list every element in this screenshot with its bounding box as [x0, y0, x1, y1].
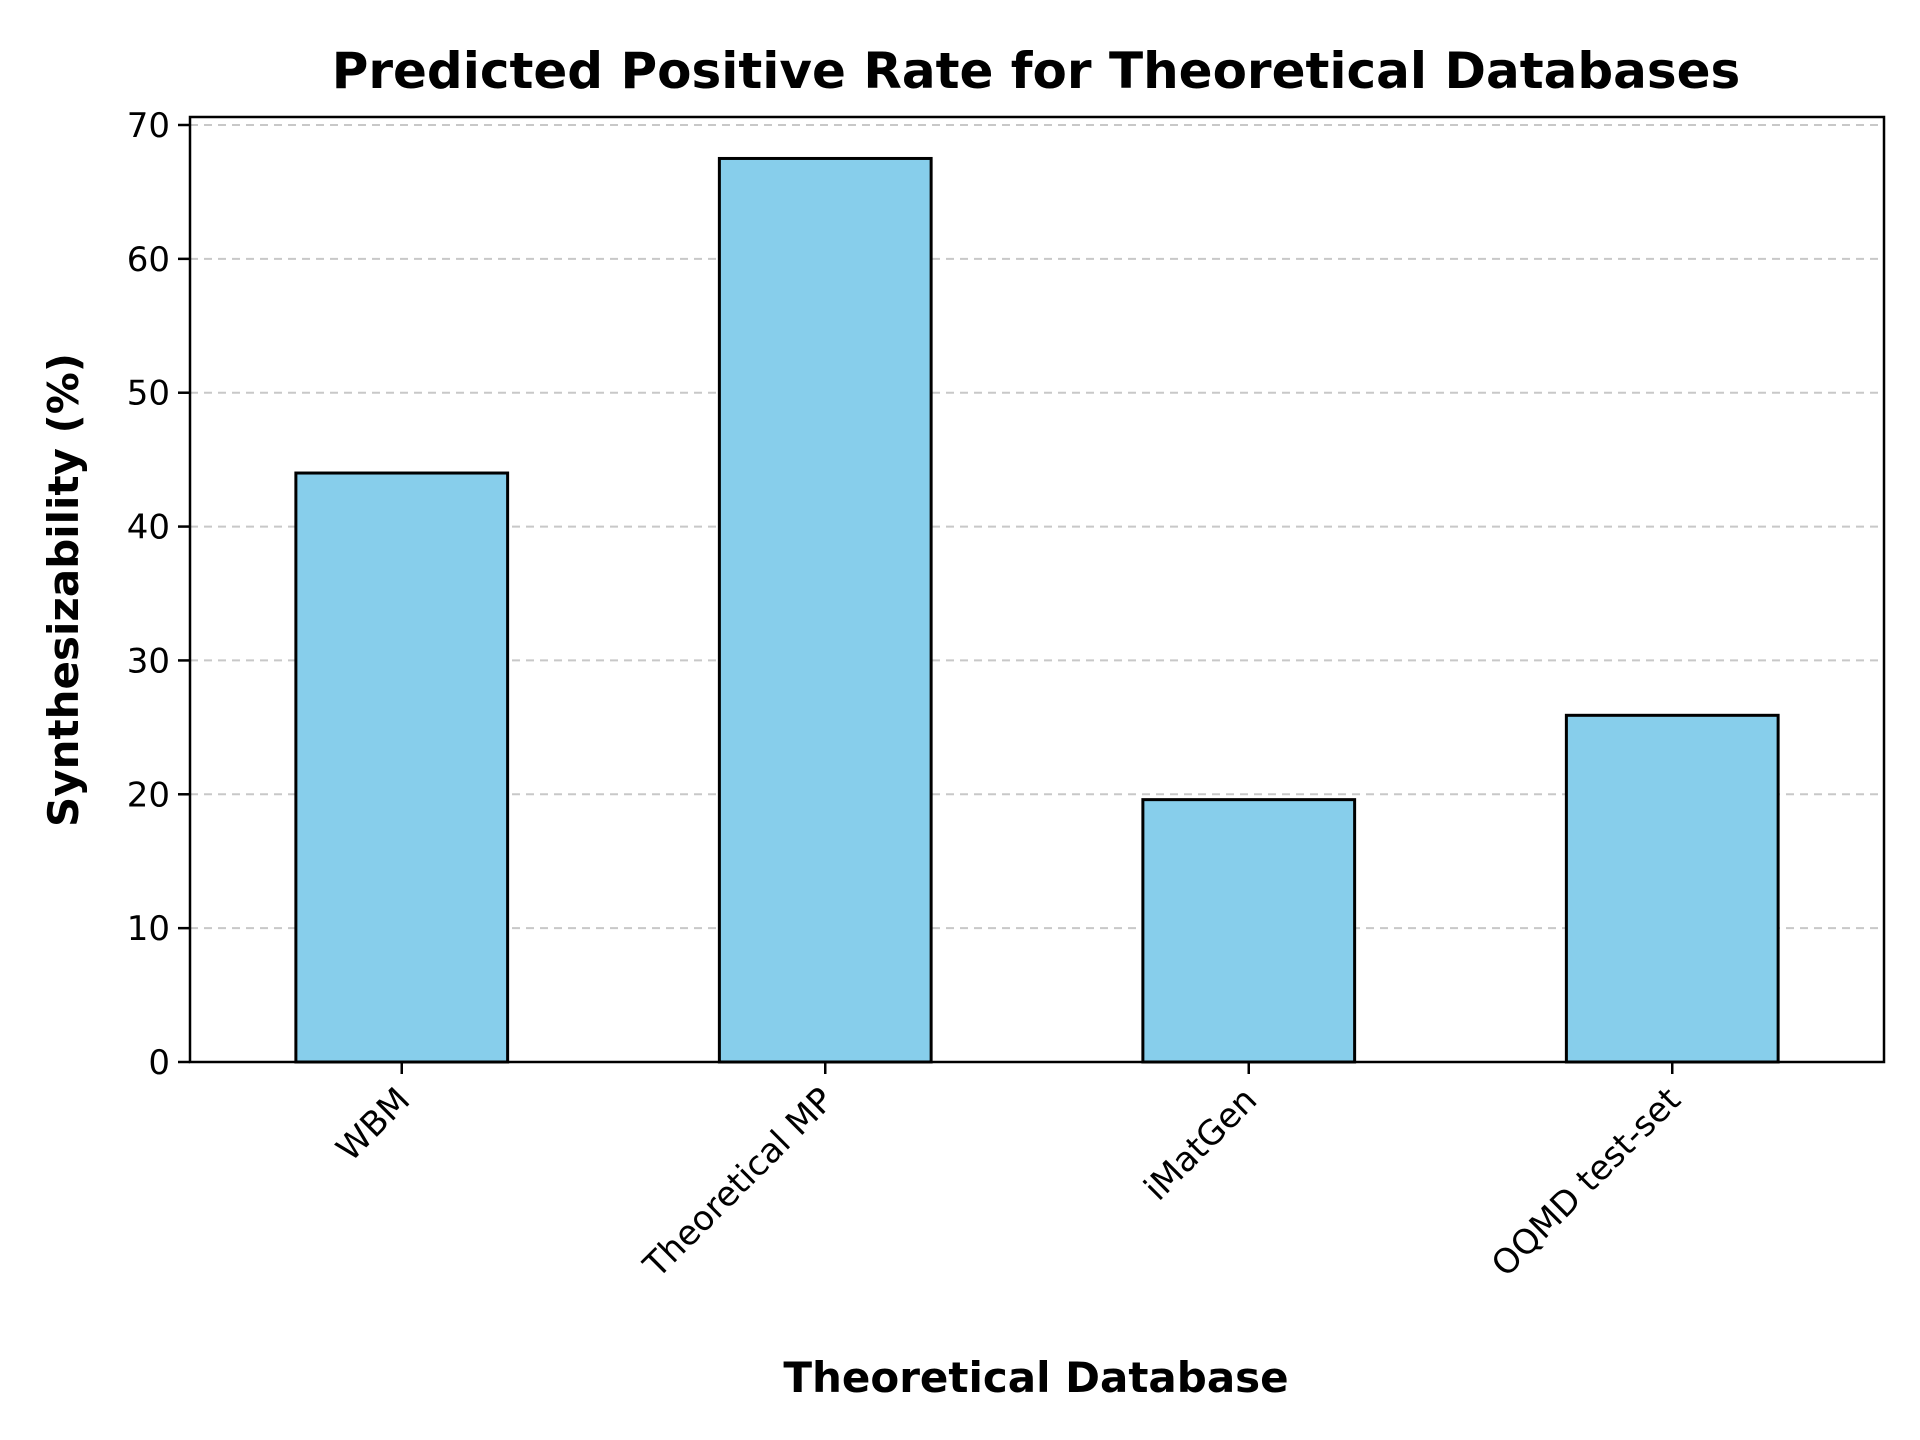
bar-wbm [294, 471, 510, 1064]
plot-frame [188, 115, 1886, 1064]
bar-imatgen [1141, 798, 1357, 1064]
x-axis-label: Theoretical Database [783, 1353, 1288, 1402]
y-tick-label: 20 [127, 775, 170, 815]
y-tick-label: 40 [127, 508, 170, 548]
y-tick-label: 70 [127, 106, 170, 146]
bar-theoretical-mp [717, 156, 933, 1064]
y-tick-label: 60 [127, 240, 170, 280]
y-axis-label: Synthesizability (%) [39, 353, 88, 827]
y-tick-label: 0 [148, 1043, 170, 1083]
y-tick-label: 50 [127, 374, 170, 414]
bar-oqmd-test-set [1564, 713, 1780, 1064]
y-tick-label: 30 [127, 641, 170, 681]
y-tick-label: 10 [127, 909, 170, 949]
chart-title: Predicted Positive Rate for Theoretical … [332, 42, 1741, 100]
y-axis-ticks: 0 10 20 30 40 50 60 70 [127, 106, 190, 1083]
